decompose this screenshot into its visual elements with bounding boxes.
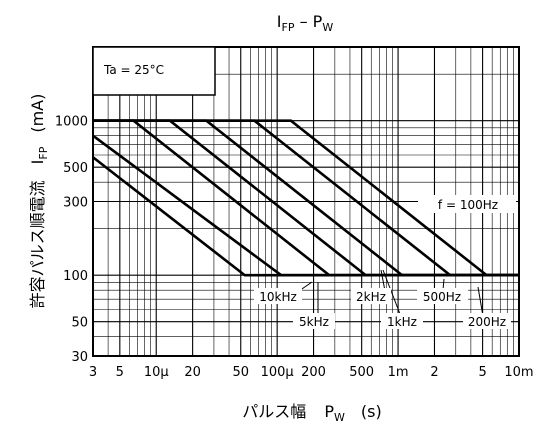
y-tick-label: 50 [71,316,88,331]
series-label-2khz: 2kHz [356,290,386,304]
x-tick-label: 100μ [261,365,294,380]
series-label-10khz: 10kHz [259,290,297,304]
x-tick-label: 2 [430,365,438,380]
condition-box [92,46,216,96]
series-labels: f = 100Hz 200Hz 500Hz 1kHz 2kHz 5kHz 10k… [254,195,516,329]
label-leader-2khz [380,269,386,292]
x-tick-label: 1m [388,365,409,380]
series-label-200hz: 200Hz [468,315,506,329]
x-axis-label: パルス幅 PW (s) [242,402,381,424]
y-tick-label: 500 [63,161,88,176]
series-label-100hz: f = 100Hz [438,198,498,212]
y-tick-label: 300 [63,196,88,211]
y-tick-label: 30 [71,350,88,365]
x-tick-label: 10m [504,365,533,380]
x-tick-label: 10μ [144,365,169,380]
y-axis-label: 許容パルス順電流IFP(mA) [28,94,50,309]
x-tick-label: 5 [478,365,486,380]
series-label-1khz: 1kHz [387,315,417,329]
y-tick-label: 100 [63,269,88,284]
label-leader-1khz [382,269,401,315]
chart-title: IFP – PW [277,12,334,34]
condition-label: Ta = 25°C [103,63,164,77]
x-tick-label: 500 [349,365,374,380]
plot-frame [92,46,520,357]
series-line-10khz [92,156,519,277]
series-layer [92,119,519,277]
x-tick-label: 50 [232,365,249,380]
series-label-500hz: 500Hz [423,290,461,304]
x-tick-label: 200 [301,365,326,380]
y-tick-label: 1000 [55,115,88,130]
x-tick-label: 5 [116,365,124,380]
series-label-5khz: 5kHz [299,315,329,329]
x-tick-labels: 3 5 10μ 20 50 100μ 200 500 1m 2 5 10m [89,365,534,380]
x-tick-label: 20 [184,365,201,380]
y-tick-labels: 30 50 100 300 500 1000 [55,115,88,365]
x-tick-label: 3 [89,365,97,380]
